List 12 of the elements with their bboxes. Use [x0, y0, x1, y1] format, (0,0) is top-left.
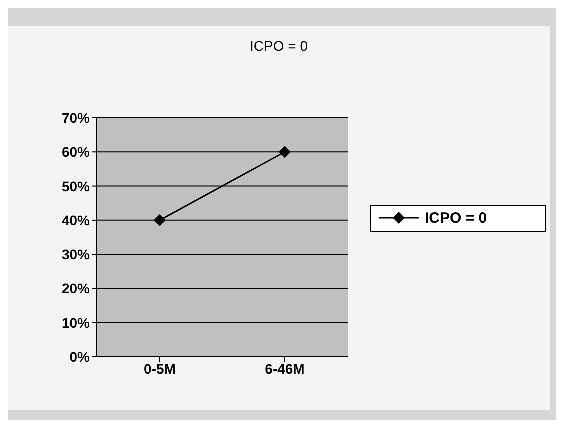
y-tick-label: 60%	[62, 144, 91, 160]
y-tick-label: 10%	[62, 314, 91, 331]
y-tick-label: 30%	[62, 246, 91, 263]
y-tick-label: 70%	[62, 110, 91, 126]
legend-label: ICPO = 0	[425, 210, 488, 226]
x-tick-label: 6-46M	[265, 360, 305, 377]
y-tick-label: 40%	[62, 212, 91, 228]
x-tick-label: 0-5M	[144, 360, 176, 377]
y-tick-label: 0%	[70, 348, 91, 365]
chart-title: ICPO = 0	[249, 38, 309, 54]
y-tick-label: 20%	[62, 280, 91, 297]
y-tick-label: 50%	[62, 178, 91, 194]
